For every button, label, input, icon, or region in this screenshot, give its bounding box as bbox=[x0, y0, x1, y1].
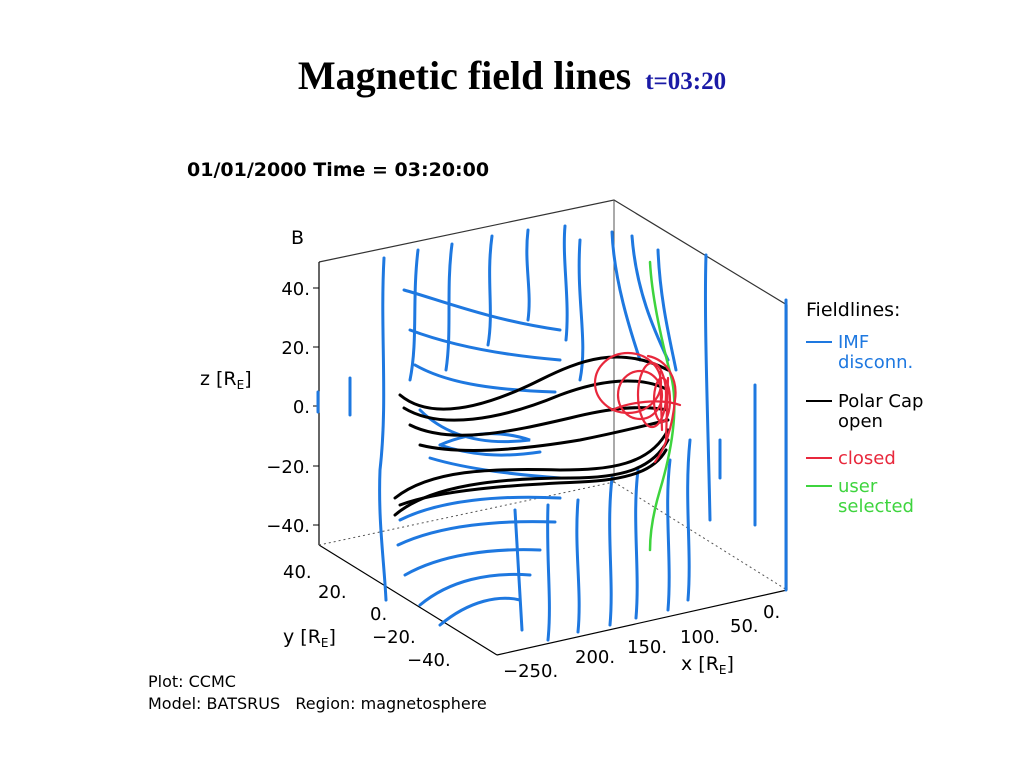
x-axis-label-text: x [R bbox=[681, 653, 719, 675]
floor-edge-back bbox=[318, 481, 615, 546]
open-field-line bbox=[418, 418, 670, 452]
imf-field-line bbox=[666, 458, 672, 612]
imf-field-line bbox=[418, 408, 531, 447]
imf-field-line bbox=[402, 288, 562, 332]
y-axis-label: y [RE] bbox=[283, 626, 336, 650]
imf-field-line bbox=[408, 328, 562, 362]
imf-field-line bbox=[438, 596, 522, 627]
imf-field-line bbox=[408, 248, 420, 382]
x-axis-label-sub: E bbox=[719, 663, 727, 677]
x-axis-label: x [RE] bbox=[681, 653, 734, 677]
closed-field-line bbox=[636, 361, 668, 429]
legend-label-user: user bbox=[838, 476, 878, 497]
imf-field-line bbox=[513, 508, 524, 632]
y-tick-label: −40. bbox=[407, 650, 451, 671]
imf-field-line bbox=[438, 443, 542, 457]
slide-title: Magnetic field lines t=03:20 bbox=[0, 52, 1024, 99]
z-axis: 40. 20. 0. −20. −40. z [RE] bbox=[200, 279, 319, 537]
imf-field-line bbox=[418, 572, 532, 607]
z-tick-label: 0. bbox=[293, 397, 310, 418]
imf-field-line bbox=[398, 495, 562, 522]
closed-field-line bbox=[664, 376, 670, 442]
footer-plot-credit: Plot: CCMC bbox=[148, 672, 236, 691]
imf-field-line bbox=[444, 242, 454, 372]
imf-field-line bbox=[656, 248, 678, 372]
legend-label-open: open bbox=[838, 411, 883, 432]
closed-field-line bbox=[658, 370, 664, 432]
open-field-lines bbox=[393, 355, 670, 517]
z-axis-label-sub: E bbox=[237, 378, 245, 392]
y-tick-label: 40. bbox=[283, 562, 312, 583]
slide-title-main: Magnetic field lines bbox=[297, 53, 632, 98]
legend-label-open: Polar Cap bbox=[838, 391, 923, 412]
z-axis-label-close: ] bbox=[244, 368, 251, 390]
open-field-line bbox=[402, 379, 670, 422]
open-field-line bbox=[398, 355, 670, 411]
imf-field-line bbox=[403, 548, 542, 577]
legend-label-imf: IMF bbox=[838, 332, 869, 353]
imf-field-line bbox=[575, 498, 581, 634]
open-field-line bbox=[398, 448, 668, 507]
z-tick-label: 20. bbox=[281, 338, 310, 359]
x-tick-label: 200. bbox=[575, 647, 615, 668]
legend-label-imf: disconn. bbox=[838, 352, 913, 373]
open-field-line bbox=[408, 406, 670, 437]
y-axis-label-close: ] bbox=[329, 626, 336, 648]
imf-field-line bbox=[546, 503, 551, 642]
imf-field-line bbox=[486, 234, 494, 347]
legend-label-user: selected bbox=[838, 496, 914, 517]
y-tick-label: −20. bbox=[372, 627, 416, 648]
back-wall-outline bbox=[318, 199, 788, 590]
slide-title-time: t=03:20 bbox=[645, 68, 727, 95]
legend-title: Fieldlines: bbox=[806, 299, 900, 321]
x-tick-label: 150. bbox=[627, 637, 667, 658]
x-tick-label: 0. bbox=[763, 602, 780, 623]
x-axis-line bbox=[496, 589, 788, 656]
x-tick-label: 100. bbox=[680, 627, 720, 648]
variable-label: B bbox=[291, 227, 304, 249]
z-tick-label: −40. bbox=[266, 516, 310, 537]
imf-field-line bbox=[608, 476, 614, 627]
imf-field-line bbox=[525, 228, 531, 322]
z-axis-label: z [RE] bbox=[200, 368, 252, 392]
y-axis-line bbox=[318, 544, 498, 656]
closed-field-line bbox=[646, 354, 677, 464]
y-axis-label-text: y [R bbox=[283, 626, 321, 648]
user-field-line bbox=[648, 260, 676, 552]
legend-label-closed: closed bbox=[838, 448, 896, 469]
footer-model-info: Model: BATSRUS Region: magnetosphere bbox=[148, 694, 487, 713]
imf-field-lines bbox=[316, 224, 788, 642]
imf-field-line bbox=[610, 230, 642, 362]
z-tick-label: 40. bbox=[281, 279, 310, 300]
x-tick-label: 50. bbox=[730, 616, 759, 637]
floor-edge-right bbox=[613, 481, 788, 591]
user-field-lines bbox=[648, 260, 676, 552]
x-axis-label-close: ] bbox=[727, 653, 734, 675]
closed-field-lines bbox=[593, 351, 682, 464]
z-tick-label: −20. bbox=[266, 457, 310, 478]
y-tick-label: 0. bbox=[370, 604, 387, 625]
imf-field-line bbox=[686, 438, 692, 602]
imf-field-line bbox=[413, 363, 557, 394]
imf-field-line bbox=[562, 224, 569, 342]
legend: Fieldlines: IMF disconn. Polar Cap open … bbox=[806, 299, 923, 517]
plot-header: 01/01/2000 Time = 03:20:00 bbox=[187, 159, 489, 181]
imf-field-line bbox=[378, 256, 388, 602]
open-field-line bbox=[393, 428, 670, 500]
z-axis-label-text: z [R bbox=[200, 368, 237, 390]
imf-field-line bbox=[577, 238, 585, 382]
imf-field-line bbox=[396, 520, 557, 547]
imf-field-line bbox=[703, 253, 712, 522]
x-axis: −250. 200. 150. 100. 50. 0. x [RE] bbox=[503, 602, 780, 682]
y-tick-label: 20. bbox=[318, 582, 347, 603]
imf-field-line bbox=[634, 468, 640, 620]
y-axis-label-sub: E bbox=[321, 636, 329, 650]
closed-field-line bbox=[616, 369, 664, 421]
plot-box bbox=[318, 199, 788, 656]
y-axis: 40. 20. 0. −20. −40. y [RE] bbox=[283, 562, 451, 671]
x-tick-label: −250. bbox=[503, 661, 558, 682]
